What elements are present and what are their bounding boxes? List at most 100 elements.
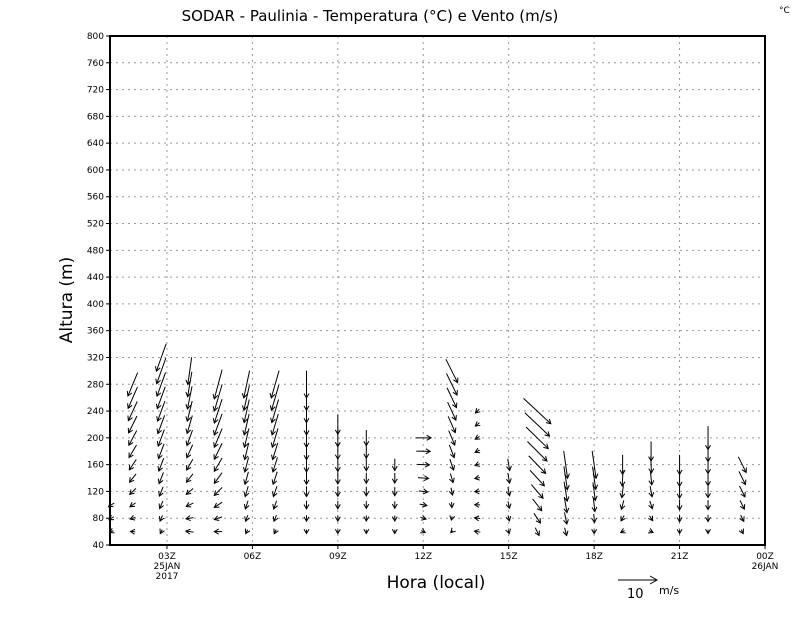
wind-vector-head <box>535 518 541 524</box>
wind-vector-head <box>738 528 744 535</box>
wind-vector-head <box>538 493 544 500</box>
wind-vector-shaft <box>214 501 223 508</box>
wind-vector-head <box>243 479 249 486</box>
wind-vector-head <box>505 503 512 510</box>
wind-vector-shaft <box>591 450 597 479</box>
wind-vector-head <box>303 442 310 449</box>
wind-vector-shaft <box>157 415 166 434</box>
wind-vector-head <box>473 528 480 535</box>
wind-vector-shaft <box>530 484 544 499</box>
wind-vector <box>474 447 481 454</box>
wind-vector-shaft <box>213 428 223 448</box>
wind-vector-head <box>185 440 192 447</box>
wind-vector-head <box>474 434 481 440</box>
wind-vector <box>157 443 165 460</box>
wind-vector-head <box>270 429 277 436</box>
wind-vector <box>269 384 280 412</box>
wind-vector <box>391 487 398 497</box>
wind-vector <box>127 386 138 410</box>
wind-vector <box>158 500 164 510</box>
wind-vector-shaft <box>563 481 568 502</box>
wind-vector <box>391 472 398 485</box>
wind-vector-shaft <box>737 456 747 473</box>
wind-vector <box>739 500 746 511</box>
wind-vector <box>363 430 370 447</box>
wind-vector <box>185 386 193 410</box>
wind-vector <box>739 514 745 523</box>
wind-vector <box>676 528 683 535</box>
wind-vector-shaft <box>418 490 428 493</box>
wind-vector-head <box>334 528 341 535</box>
wind-vector <box>530 484 544 500</box>
wind-vector-head <box>676 528 683 535</box>
wind-vector-head <box>705 528 711 535</box>
wind-vector-head <box>543 443 549 450</box>
wind-vector-shaft <box>272 442 279 460</box>
wind-vector <box>213 487 223 497</box>
wind-vector-shaft <box>592 482 596 501</box>
y-tick-label: 520 <box>87 220 104 230</box>
wind-vector <box>244 515 250 523</box>
wind-vector-head <box>619 469 626 476</box>
wind-vector-head <box>242 429 249 436</box>
wind-vector <box>591 528 598 535</box>
wind-vector-shaft <box>507 501 510 509</box>
wind-vector-head <box>448 490 455 497</box>
wind-vector-shaft <box>563 466 568 490</box>
wind-vector <box>420 515 428 521</box>
wind-vector-head <box>421 515 428 521</box>
wind-vector-shaft <box>620 515 625 522</box>
wind-vector-head <box>705 516 711 523</box>
wind-vector <box>272 515 279 523</box>
wind-vector-shaft <box>213 398 223 424</box>
wind-vector <box>449 473 455 484</box>
wind-vector <box>445 358 459 384</box>
wind-vector-head <box>391 516 398 522</box>
wind-vector-head <box>213 515 220 521</box>
wind-vector <box>474 461 481 467</box>
wind-vector <box>391 501 398 510</box>
wind-vector-shaft <box>447 401 457 421</box>
wind-vector-shaft <box>157 400 166 422</box>
wind-vector-shaft <box>213 487 223 496</box>
wind-vector <box>473 474 480 481</box>
wind-vector <box>417 461 431 468</box>
wind-vector <box>129 502 136 508</box>
wind-vector <box>563 481 570 503</box>
wind-vector-head <box>452 390 458 396</box>
wind-vector-head <box>155 378 161 385</box>
wind-vector <box>126 372 139 397</box>
wind-vector-shaft <box>593 513 596 523</box>
wind-vector-head <box>127 415 133 422</box>
wind-vector <box>563 496 570 514</box>
wind-vector-head <box>242 442 249 449</box>
wind-vector <box>705 500 711 511</box>
wind-vector-head <box>334 516 341 523</box>
y-tick-label: 120 <box>87 487 104 497</box>
wind-vector <box>474 434 481 440</box>
wind-vector <box>270 399 280 424</box>
reference-value: 10 <box>627 587 644 602</box>
y-tick-label: 160 <box>87 461 104 471</box>
wind-vector <box>563 466 570 491</box>
wind-vector-head <box>739 504 746 511</box>
wind-vector-shaft <box>244 500 249 510</box>
wind-vector-head <box>648 503 654 510</box>
wind-vector-shaft <box>446 373 458 396</box>
wind-vector-shaft <box>156 386 166 409</box>
wind-vector-head <box>303 504 310 510</box>
wind-vector-shaft <box>185 502 194 508</box>
wind-vector-head <box>448 502 455 509</box>
wind-vector-shaft <box>186 444 194 458</box>
wind-vector-head <box>184 528 191 535</box>
wind-vector-head <box>213 528 219 535</box>
wind-vector-shaft <box>448 430 456 446</box>
y-tick-label: 640 <box>87 139 104 149</box>
wind-vector-shaft <box>271 384 280 411</box>
reference-unit: m/s <box>659 584 679 597</box>
wind-vector <box>620 515 626 522</box>
y-tick-label: 360 <box>87 327 104 337</box>
wind-vector-head <box>273 528 279 535</box>
wind-vector-head <box>474 447 481 454</box>
wind-vector-head <box>271 491 278 498</box>
